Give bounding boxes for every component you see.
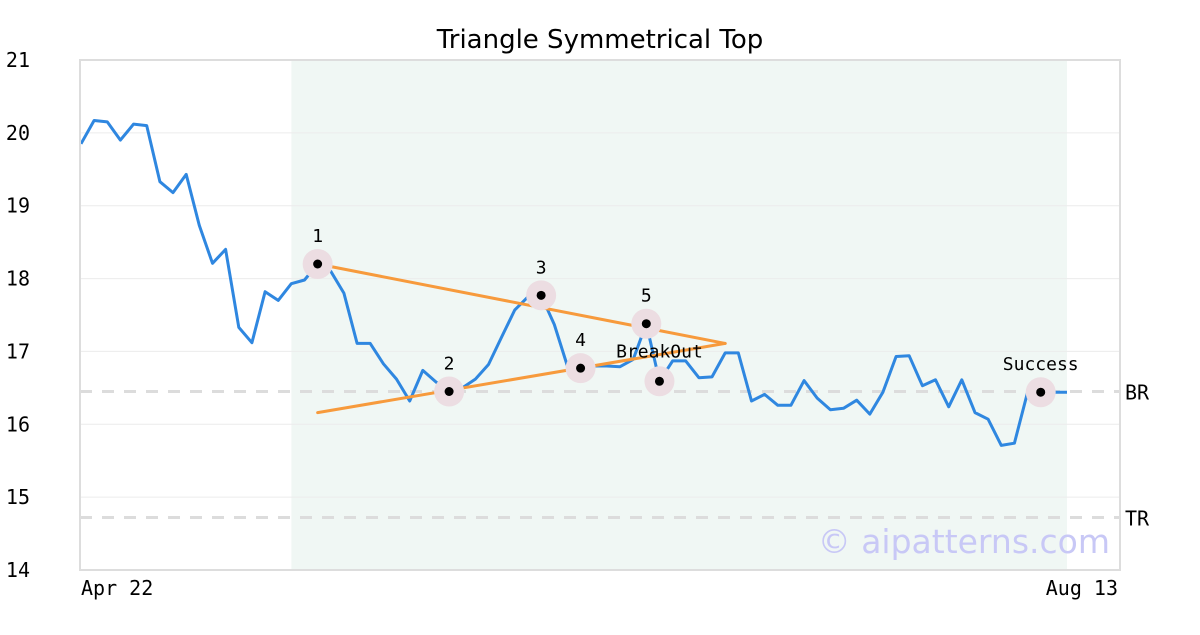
level-label-tr: TR (1125, 507, 1150, 531)
pivot-label-2: 2 (444, 354, 455, 375)
y-tick-label: 19 (6, 194, 30, 218)
y-tick-label: 14 (6, 558, 30, 582)
y-tick-label: 21 (6, 48, 30, 72)
x-tick-label-end: Aug 13 (1046, 576, 1118, 600)
pivot-label-breakout: BreakOut (616, 341, 703, 362)
pivot-dot-1 (313, 259, 323, 269)
pivot-label-3: 3 (536, 257, 547, 278)
plot-frame (79, 59, 1121, 571)
pivot-label-4: 4 (575, 330, 586, 351)
pivot-dot-5 (641, 319, 651, 329)
x-tick-label-start: Apr 22 (81, 576, 153, 600)
pivot-dot-breakout (654, 376, 664, 386)
pivot-dot-2 (444, 387, 454, 396)
lower-trend-line (316, 341, 727, 415)
pivot-dot-3 (536, 290, 546, 300)
y-tick-label: 15 (6, 485, 30, 509)
y-tick-label: 18 (6, 267, 30, 291)
pivot-dot-4 (576, 363, 586, 373)
y-tick-label: 17 (6, 339, 30, 363)
pattern-band (291, 60, 1067, 570)
pivot-dot-success (1036, 387, 1046, 397)
pivot-label-success: Success (1003, 354, 1079, 375)
pivot-label-5: 5 (641, 286, 652, 307)
watermark: © aipatterns.com (818, 522, 1110, 561)
y-tick-label: 16 (6, 412, 30, 436)
level-label-br: BR (1125, 381, 1150, 405)
chart-title: Triangle Symmetrical Top (436, 25, 764, 55)
y-tick-label: 20 (6, 121, 30, 145)
pivot-label-1: 1 (312, 226, 323, 247)
